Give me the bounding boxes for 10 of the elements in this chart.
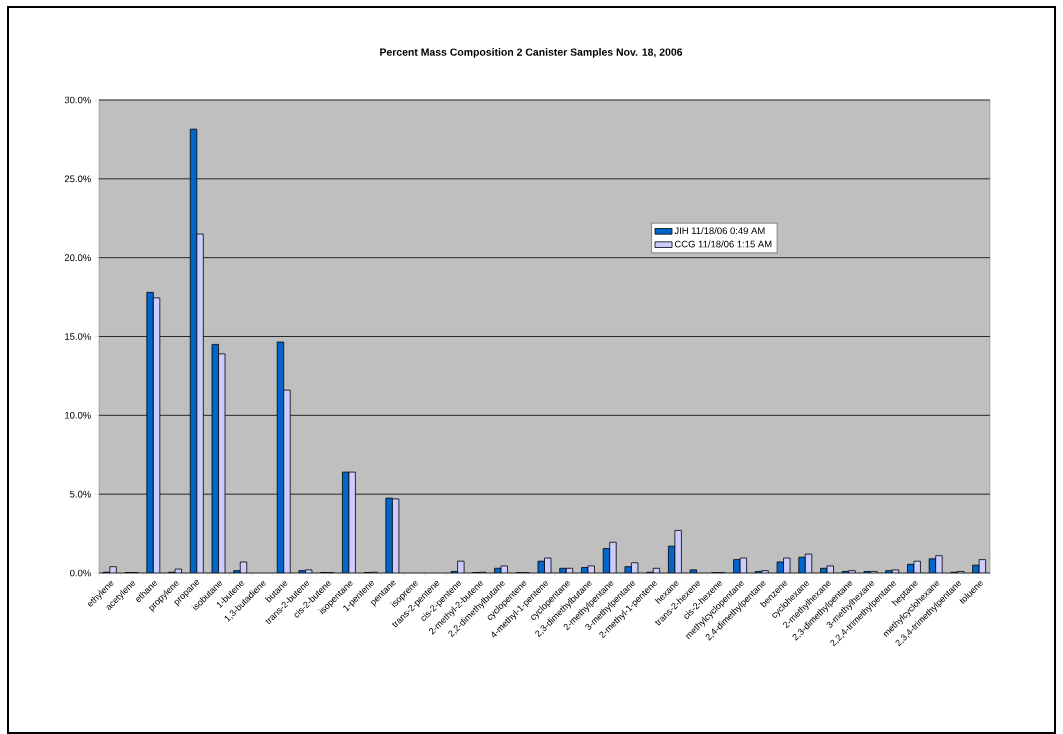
y-tick-label: 30.0% [64, 96, 91, 104]
y-tick-label: 15.0% [65, 333, 91, 340]
chart-title: Percent Mass Composition 2 Canister Samples Nov. 18, 2006 [380, 48, 683, 58]
y-tick-label: 20.0% [64, 254, 91, 262]
legend-label: JIH 11/18/06 0:49 AM [674, 227, 765, 235]
y-tick-label: 0.0% [70, 569, 91, 577]
y-tick-label: 10.0% [65, 411, 91, 419]
legend-label: CCG 11/18/06 1:15 AM [674, 240, 772, 248]
y-tick-label: 5.0% [70, 490, 91, 498]
y-tick-label: 25.0% [64, 175, 91, 183]
